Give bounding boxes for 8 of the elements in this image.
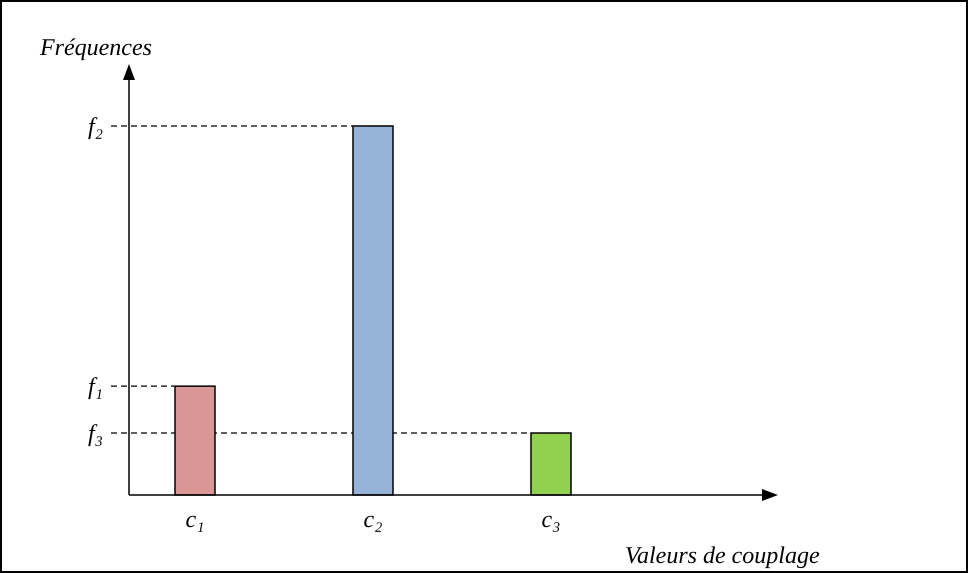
x-tick-label: c₃ xyxy=(542,507,560,533)
y-axis-title: Fréquences xyxy=(39,35,152,61)
ref-line-label: f₂ xyxy=(88,114,103,140)
ref-line-label: f₃ xyxy=(88,421,103,448)
x-tick-label: c₂ xyxy=(364,507,382,533)
x-axis-title: Valeurs de couplage xyxy=(625,543,820,569)
x-tick-label: c₁ xyxy=(186,507,204,533)
ref-line-label: f₁ xyxy=(88,374,103,400)
